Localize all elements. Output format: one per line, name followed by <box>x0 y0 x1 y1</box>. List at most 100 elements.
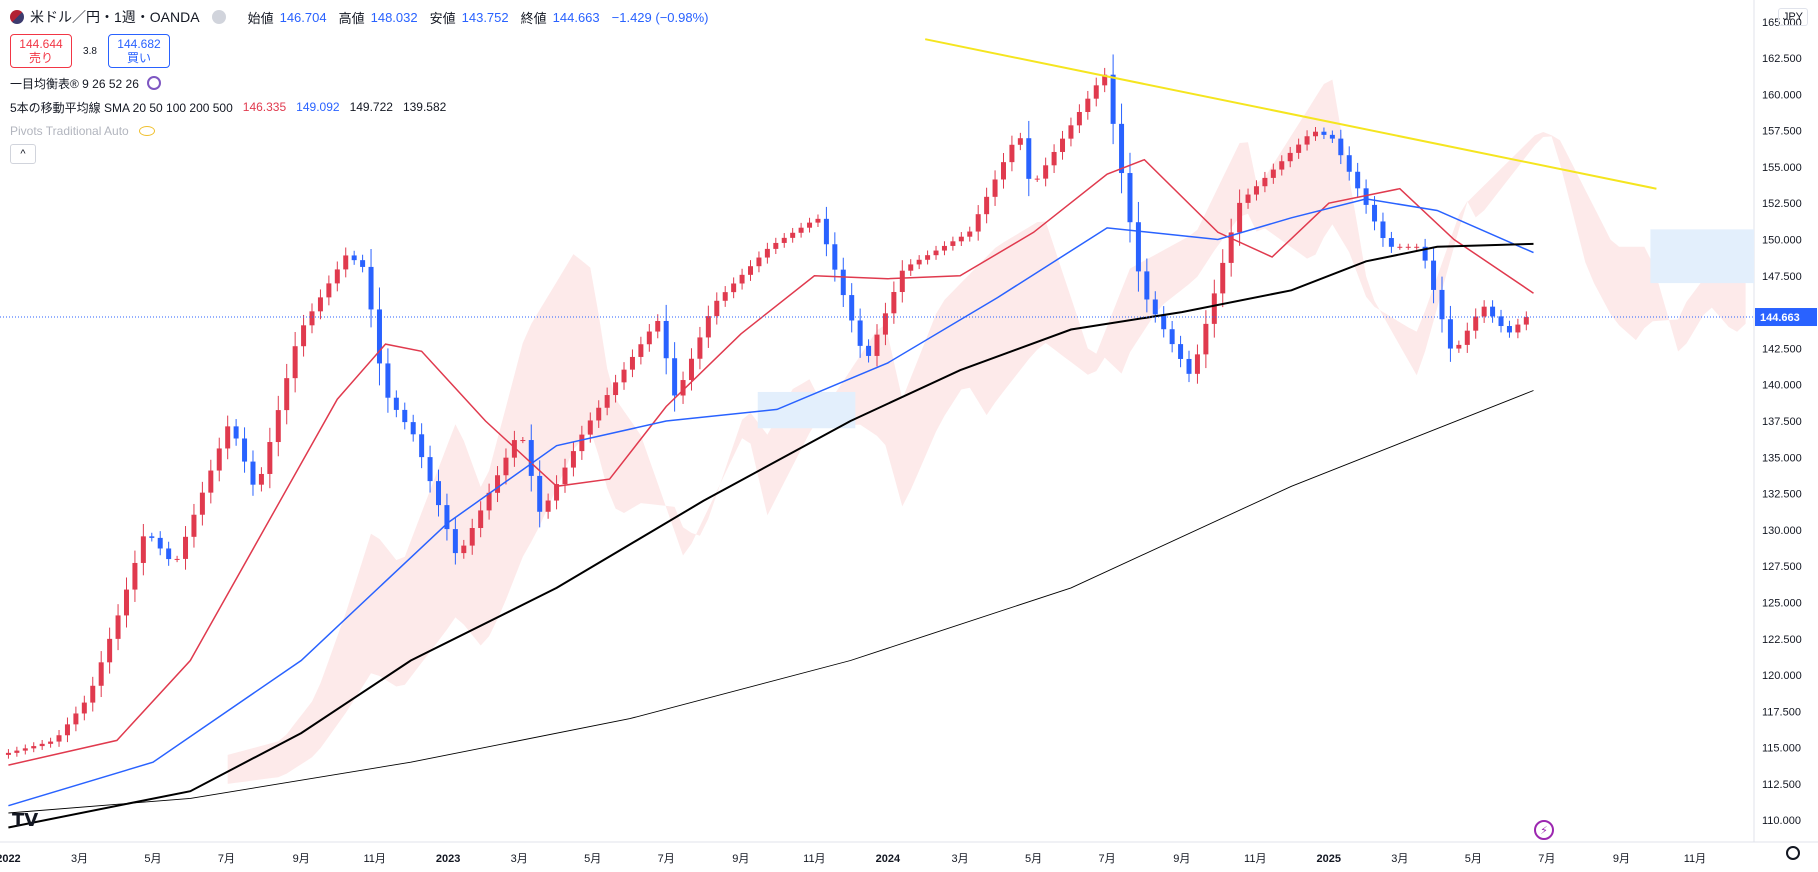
candle <box>107 638 113 663</box>
candle <box>1388 238 1394 247</box>
candle <box>191 514 197 537</box>
candle <box>613 382 619 396</box>
candle <box>1135 222 1141 272</box>
time-tick-label: 5月 <box>1025 853 1042 865</box>
candle <box>90 685 96 703</box>
candle <box>537 475 543 512</box>
candle <box>1220 262 1226 294</box>
candle <box>941 245 947 251</box>
candle <box>629 356 635 370</box>
lightning-icon[interactable]: ⚡ <box>1534 820 1554 840</box>
ichimoku-legend[interactable]: 一目均衡表® 9 26 52 26 <box>10 74 709 92</box>
candle <box>1152 299 1158 315</box>
time-tick-label: 5月 <box>1465 853 1482 865</box>
candle <box>368 266 374 310</box>
candle <box>199 492 205 515</box>
time-tick-label: 9月 <box>1613 853 1630 865</box>
candle <box>925 255 931 260</box>
low-value: 143.752 <box>461 9 509 25</box>
candle <box>1431 260 1437 290</box>
candle <box>528 440 534 476</box>
last-price-label: 144.663 <box>1760 312 1800 324</box>
candle <box>258 473 264 485</box>
candle <box>1515 324 1521 333</box>
candle <box>1194 354 1200 374</box>
time-tick-label: 7月 <box>1099 853 1116 865</box>
price-tick-label: 132.500 <box>1762 489 1802 501</box>
candle <box>242 438 248 462</box>
high-label: 高値 <box>338 10 365 26</box>
open-value: 146.704 <box>279 9 327 25</box>
candle <box>840 269 846 296</box>
candle <box>427 457 433 482</box>
hidden-eye-icon[interactable] <box>138 126 155 136</box>
time-tick-label: 7月 <box>658 853 675 865</box>
time-tick-label: 2024 <box>876 853 901 865</box>
tradingview-logo[interactable]: TV <box>12 810 39 831</box>
candle <box>672 358 678 396</box>
sell-label: 売り <box>28 51 53 65</box>
candle <box>1287 152 1293 162</box>
ma-line-2 <box>8 198 1534 807</box>
close-value: 144.663 <box>552 9 600 25</box>
pivots-legend[interactable]: Pivots Traditional Auto <box>10 122 709 140</box>
change-value: −1.429 (−0.98%) <box>611 9 709 25</box>
time-tick-label: 11月 <box>363 853 385 865</box>
price-tick-label: 112.500 <box>1762 779 1801 791</box>
price-tick-label: 115.000 <box>1762 743 1801 755</box>
candle <box>1076 111 1082 126</box>
candle <box>436 481 441 506</box>
candle <box>275 410 281 443</box>
settings-icon[interactable] <box>146 76 161 90</box>
candle <box>317 297 323 312</box>
candle <box>1026 138 1032 179</box>
candle <box>444 505 450 530</box>
candle <box>174 558 180 560</box>
time-tick-label: 7月 <box>1538 853 1555 865</box>
candle <box>823 218 829 245</box>
price-tick-label: 155.000 <box>1762 162 1802 174</box>
price-tick-label: 125.000 <box>1762 597 1802 609</box>
candle <box>621 369 627 383</box>
candle <box>48 741 54 744</box>
symbol-title[interactable]: 米ドル／円・1週・OANDA <box>30 9 200 25</box>
candle <box>250 461 256 485</box>
time-tick-label: 2023 <box>436 853 460 865</box>
candle <box>562 467 568 485</box>
candle <box>56 735 62 742</box>
ma-line-3 <box>8 242 1534 829</box>
sell-button[interactable]: 144.644 売り <box>10 34 72 68</box>
collapse-legend-button[interactable]: ^ <box>10 144 36 164</box>
candle <box>343 255 349 270</box>
buy-button[interactable]: 144.682 買い <box>108 34 170 68</box>
candle <box>495 475 501 493</box>
candle <box>183 536 189 559</box>
candle <box>1043 165 1049 179</box>
candle <box>1355 171 1361 189</box>
candle <box>115 615 121 639</box>
candle <box>1447 319 1453 349</box>
candle <box>486 492 492 511</box>
candle <box>832 244 838 270</box>
currency-label[interactable]: JPY <box>1777 8 1808 26</box>
ma-line-4 <box>8 390 1534 814</box>
candle <box>1464 330 1470 345</box>
candle <box>967 231 973 237</box>
candle <box>1346 155 1352 172</box>
candle <box>233 426 239 439</box>
price-tick-label: 127.500 <box>1762 561 1802 573</box>
candle <box>1237 202 1243 233</box>
ichimoku-cloud-bear <box>1650 229 1754 284</box>
candle <box>739 274 745 284</box>
open-label: 始値 <box>247 10 274 26</box>
candle <box>798 227 804 233</box>
candle <box>1338 138 1344 156</box>
eye-icon[interactable] <box>211 10 226 24</box>
candle <box>73 713 79 725</box>
gear-icon[interactable] <box>1786 846 1800 860</box>
candle <box>596 407 602 421</box>
candle <box>882 313 888 335</box>
ma-legend[interactable]: 5本の移動平均線 SMA 20 50 100 200 500 146.335 1… <box>10 98 709 116</box>
ma-value-1: 146.335 <box>242 100 287 114</box>
